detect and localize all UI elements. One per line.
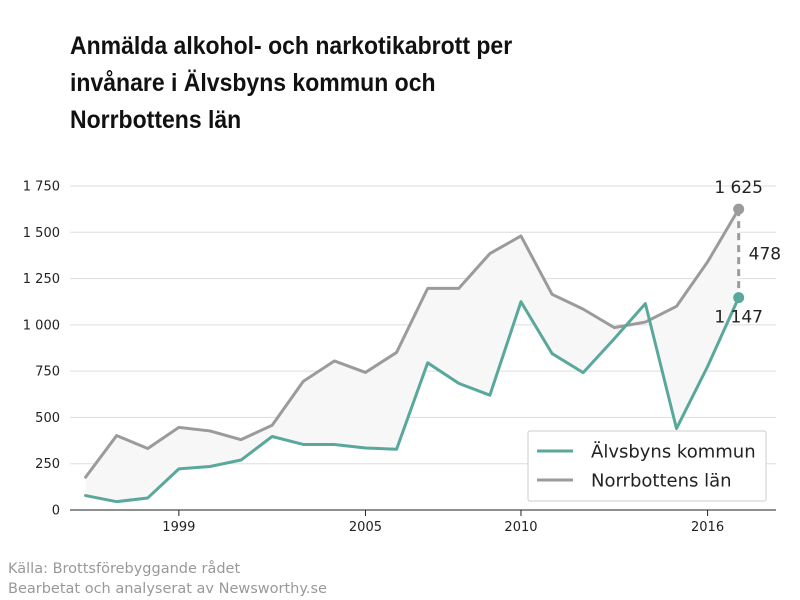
series-lines <box>84 207 741 504</box>
end-annotations: 1 625 1 147 478 <box>714 178 781 327</box>
y-tick-label: 250 <box>35 457 60 472</box>
chart-title: Anmälda alkohol- och narkotikabrott per … <box>70 32 513 134</box>
legend-label-norrbotten: Norrbottens län <box>591 471 732 492</box>
legend: Älvsbyns kommun Norrbottens län <box>527 430 767 502</box>
end-point-alvsbyn <box>733 292 745 304</box>
axes: 0 250 500 750 1 000 1 250 1 500 1 750 1999 2005 20… <box>23 180 776 535</box>
y-tick-label: 500 <box>35 411 60 426</box>
y-tick-label: 1 750 <box>23 180 60 195</box>
y-tick-label: 1 000 <box>23 318 60 333</box>
series-line-alvsbyn <box>84 296 741 504</box>
x-tick-label: 1999 <box>162 520 195 535</box>
difference-label: 478 <box>749 244 781 264</box>
x-tick-label: 2016 <box>691 520 724 535</box>
x-tick-label: 2010 <box>504 520 537 535</box>
legend-label-alvsbyn: Älvsbyns kommun <box>591 442 756 463</box>
source-note: Källa: Brottsförebyggande rådet Bearbeta… <box>8 559 327 599</box>
y-tick-label: 1 250 <box>23 272 60 287</box>
source-line: Källa: Brottsförebyggande rådet <box>8 561 241 577</box>
y-tick-label: 0 <box>52 504 60 519</box>
y-tick-label: 1 500 <box>23 226 60 241</box>
x-tick-label: 2005 <box>349 520 382 535</box>
legend-box <box>527 430 767 502</box>
end-point-norrbotten <box>733 203 745 215</box>
difference-band <box>85 209 739 502</box>
credit-line: Bearbetat och analyserat av Newsworthy.s… <box>8 581 327 597</box>
y-tick-label: 750 <box>35 365 60 380</box>
series-line-norrbotten <box>84 207 741 479</box>
end-label-norrbotten: 1 625 <box>714 178 763 198</box>
end-label-alvsbyn: 1 147 <box>714 308 763 328</box>
